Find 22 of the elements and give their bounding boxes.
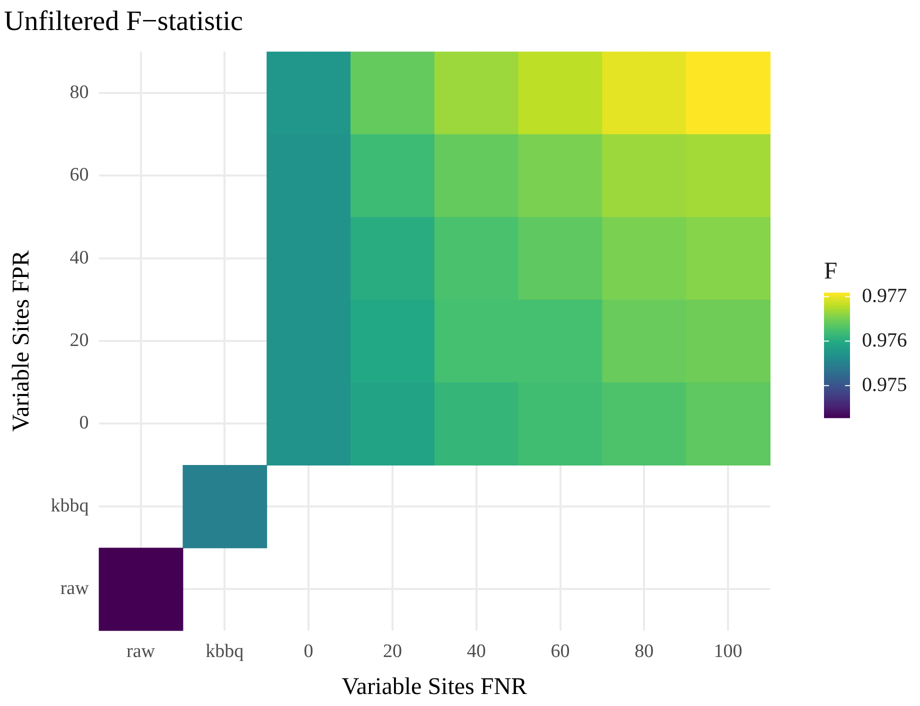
y-tick-label: 60 [70, 164, 89, 186]
x-tick-label: 40 [466, 640, 486, 662]
color-bar-label: 0.975 [862, 374, 907, 396]
x-tick-label: 0 [304, 640, 314, 662]
chart-title: Unfiltered F−statistic [4, 6, 243, 38]
x-tick-label: raw [126, 640, 156, 662]
x-tick-label: 20 [382, 640, 402, 662]
y-axis-title: Variable Sites FPR [8, 250, 35, 432]
color-bar-title: F [824, 258, 838, 285]
x-tick-label: 100 [714, 640, 742, 662]
x-axis-title: Variable Sites FNR [342, 674, 528, 700]
y-tick-label: kbbq [50, 495, 90, 516]
y-tick-label: 40 [70, 247, 89, 268]
y-tick-label: 80 [70, 82, 89, 103]
y-tick-label: raw [60, 578, 90, 600]
x-tick-label: 60 [550, 640, 570, 662]
y-tick-label: 20 [70, 330, 89, 351]
color-bar-label: 0.977 [862, 284, 907, 307]
color-bar-label: 0.976 [862, 329, 907, 352]
x-tick-label: kbbq [206, 640, 244, 662]
x-tick-label: 80 [634, 640, 654, 662]
y-tick-label: 0 [79, 412, 89, 434]
